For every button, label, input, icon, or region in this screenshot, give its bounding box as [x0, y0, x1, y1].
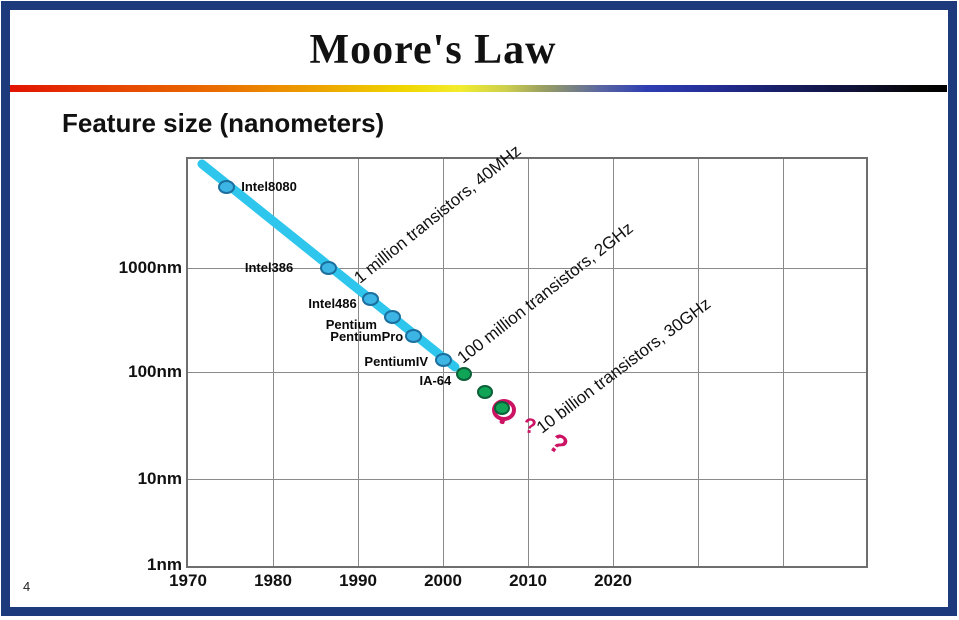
y-axis-tick-label: 1000nm	[118, 258, 182, 277]
cpu-data-point	[404, 329, 422, 344]
data-point-label: Intel486	[308, 296, 357, 312]
y-axis-tick-label: 100nm	[128, 362, 182, 381]
x-axis-tick-label: 1980	[254, 571, 292, 590]
cpu-data-point	[217, 180, 235, 195]
y-axis-tick-label: 10nm	[137, 469, 182, 488]
chart-heading-feature-size: Feature size (nanometers)	[62, 108, 385, 138]
data-point-label: PentiumPro	[330, 329, 404, 345]
gridline-vertical	[273, 159, 274, 566]
data-point-label: IA-64	[419, 373, 452, 389]
cpu-data-point	[383, 309, 401, 324]
data-point-label: Intel8080	[241, 179, 297, 195]
gridline-vertical	[783, 159, 784, 566]
cpu-data-point	[434, 353, 452, 368]
y-axis-tick-label: 1nm	[147, 555, 182, 574]
projected-data-point	[455, 367, 472, 382]
gridline-vertical	[358, 159, 359, 566]
x-axis-tick-label: 2010	[509, 571, 547, 590]
x-axis-tick-label: 2000	[424, 571, 462, 590]
gridline-horizontal	[188, 479, 866, 480]
gridline-vertical	[528, 159, 529, 566]
gridline-horizontal	[188, 268, 866, 269]
x-axis-tick-label: 1970	[169, 571, 207, 590]
x-axis-tick-label: 1990	[339, 571, 377, 590]
data-point-label: PentiumIV	[364, 354, 428, 370]
gridline-vertical	[613, 159, 614, 566]
page-number: 4	[23, 579, 31, 594]
gridline-vertical	[698, 159, 699, 566]
gridline-horizontal	[188, 372, 866, 373]
projected-data-point	[494, 401, 510, 416]
x-axis-tick-label: 2020	[594, 571, 632, 590]
projected-data-point	[477, 385, 493, 400]
cpu-data-point	[362, 292, 380, 307]
rainbow-divider-rule	[10, 85, 947, 92]
feature-size-chart-plot-area	[186, 157, 868, 568]
data-point-label: Pentium	[325, 316, 377, 332]
data-point-label: Intel386	[244, 260, 294, 275]
cpu-data-point	[319, 261, 337, 275]
slide-title: Moore's Law	[309, 27, 557, 73]
